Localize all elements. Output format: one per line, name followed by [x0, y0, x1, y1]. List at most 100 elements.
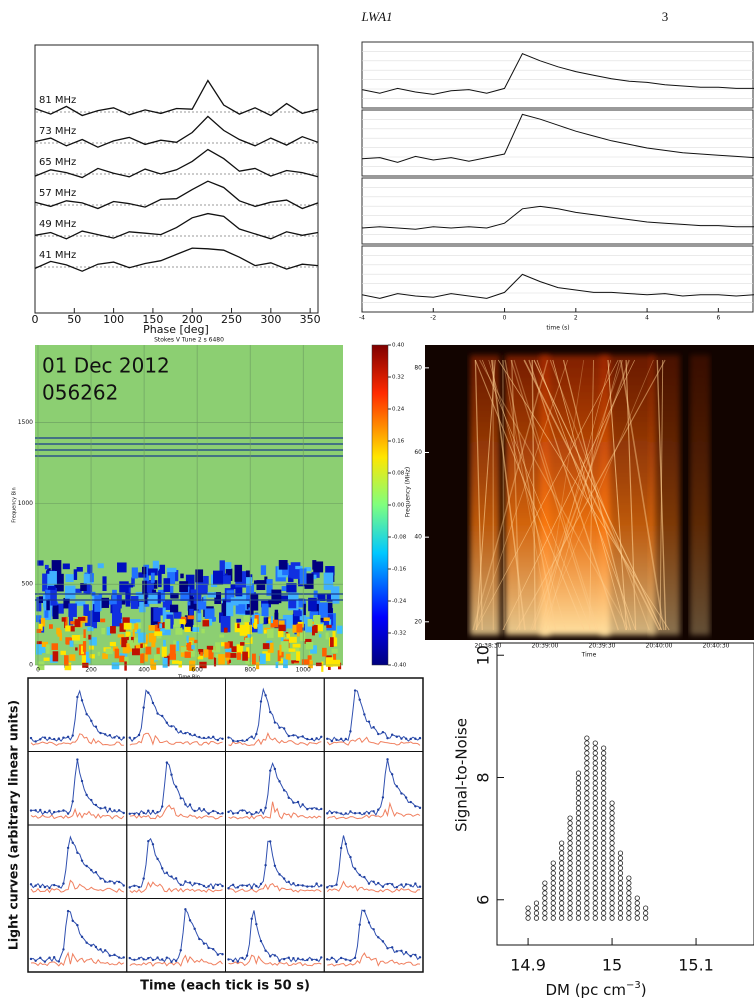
- heatmap-cell: [119, 653, 128, 658]
- heatmap-cell: [190, 589, 197, 596]
- blue-point: [335, 883, 338, 886]
- heatmap-cell: [257, 616, 263, 634]
- point: [592, 860, 598, 866]
- heatmap-cell: [94, 595, 101, 612]
- point: [601, 755, 607, 761]
- spectrogram-streak: [528, 359, 619, 631]
- blue-point: [353, 956, 357, 960]
- blue-point: [386, 736, 389, 740]
- blue-point: [330, 739, 334, 743]
- point: [592, 900, 598, 906]
- heatmap-cell: [42, 573, 49, 592]
- point: [584, 810, 590, 816]
- point: [617, 865, 624, 871]
- spectrogram-streak: [552, 359, 627, 631]
- blue-point: [216, 953, 220, 956]
- spectrogram-streak: [533, 359, 663, 631]
- point: [584, 760, 590, 766]
- blue-point: [90, 719, 93, 723]
- point: [617, 905, 624, 911]
- blue-point: [216, 811, 220, 815]
- annotation: 056262: [42, 381, 118, 405]
- spectrogram-streak: [513, 359, 599, 631]
- heatmap-cell: [184, 651, 191, 658]
- blue-point: [39, 808, 42, 812]
- point: [567, 840, 573, 846]
- blue-point: [113, 953, 116, 957]
- colorbar-tick-label: 0.16: [392, 439, 405, 445]
- point: [567, 825, 573, 831]
- blue-point: [39, 738, 42, 741]
- spectrogram-streak: [504, 359, 557, 631]
- blue-point: [71, 800, 74, 803]
- blue-point: [198, 735, 201, 739]
- point: [575, 875, 582, 881]
- blue-point: [236, 811, 239, 815]
- heatmap-cell: [185, 574, 195, 590]
- point: [584, 870, 590, 876]
- blue-point: [128, 956, 131, 960]
- heatmap-cell: [44, 564, 49, 570]
- blue-point: [404, 796, 408, 799]
- point: [584, 890, 590, 896]
- blue-point: [315, 882, 318, 885]
- heatmap-cell: [76, 567, 83, 572]
- point: [542, 895, 548, 901]
- point: [533, 915, 540, 921]
- blue-point: [306, 885, 309, 888]
- blue-point: [363, 875, 366, 879]
- heatmap-cell: [81, 654, 87, 665]
- point: [601, 850, 607, 856]
- colorbar: [371, 344, 389, 666]
- blue-point: [71, 919, 74, 922]
- x-tick-label: 150: [142, 313, 163, 326]
- blue-point: [335, 738, 338, 742]
- point: [584, 805, 590, 811]
- point: [592, 740, 598, 746]
- blue-point: [363, 909, 366, 913]
- blue-point: [395, 785, 399, 788]
- heatmap-cell: [159, 564, 166, 574]
- point: [617, 910, 624, 916]
- blue-point: [264, 694, 267, 697]
- point: [559, 895, 565, 901]
- blue-point: [221, 884, 224, 888]
- blue-point: [231, 883, 235, 887]
- point: [601, 835, 607, 841]
- blue-point: [85, 793, 88, 797]
- blue-point: [113, 736, 116, 739]
- heatmap-cell: [144, 592, 148, 605]
- blue-point: [269, 955, 272, 958]
- blue-point: [339, 737, 343, 741]
- point: [559, 880, 565, 886]
- heatmap-cell: [292, 569, 304, 579]
- heatmap-cell: [145, 580, 154, 598]
- heatmap-cell: [128, 583, 134, 588]
- heatmap-cell: [138, 632, 146, 643]
- blue-point: [264, 864, 267, 867]
- point: [609, 825, 615, 831]
- pulse-line: [361, 205, 754, 230]
- heatmap-cell: [102, 576, 107, 591]
- heatmap-cell: [90, 654, 95, 659]
- heatmap-cell: [264, 576, 268, 585]
- blue-point: [170, 960, 173, 964]
- blue-point: [48, 886, 51, 890]
- blue-point: [43, 885, 47, 889]
- x-axis-label: DM (pc cm−3): [545, 980, 646, 999]
- spectrogram-streak: [656, 359, 667, 631]
- panel-frame: [34, 44, 319, 314]
- heatmap-cell: [132, 645, 140, 656]
- blue-point: [381, 885, 385, 888]
- heatmap-cell: [36, 644, 42, 655]
- blue-point: [231, 959, 235, 963]
- blue-point: [245, 738, 249, 742]
- point: [559, 850, 565, 856]
- point: [643, 910, 649, 916]
- point: [559, 905, 565, 911]
- heatmap-cell: [106, 599, 114, 605]
- point: [609, 905, 615, 911]
- light-curve-cell: [323, 898, 424, 973]
- heatmap-cell: [196, 655, 204, 660]
